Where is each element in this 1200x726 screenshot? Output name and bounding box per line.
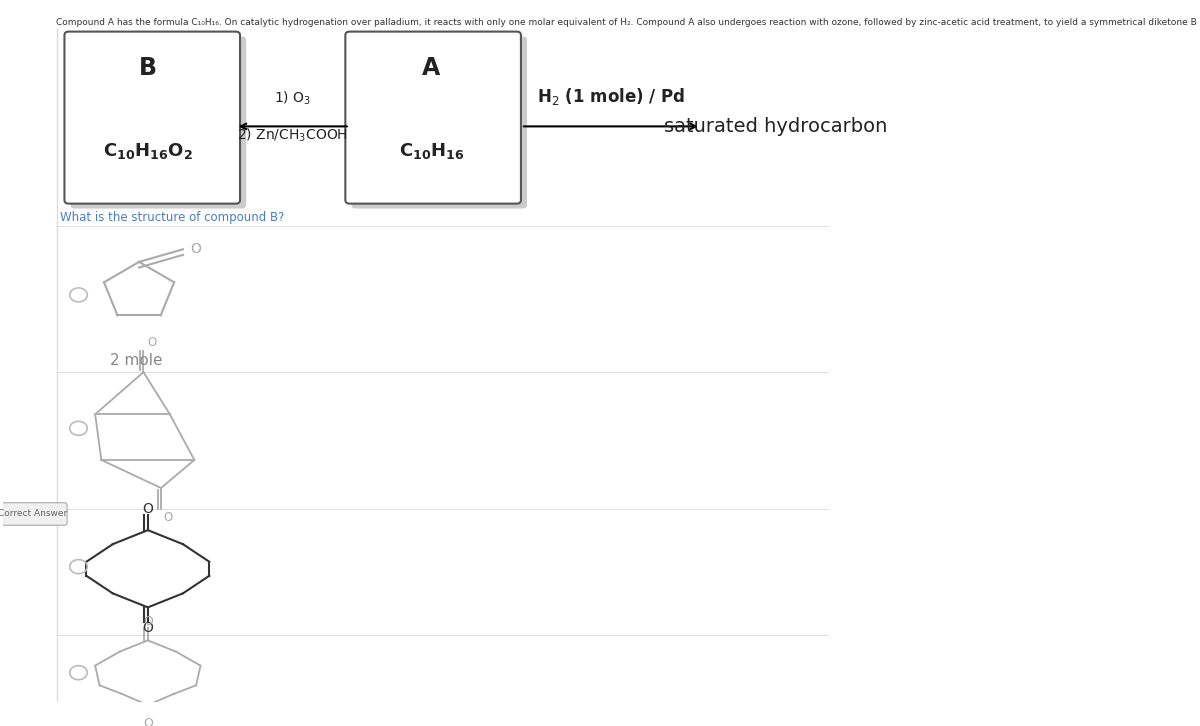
Text: Correct Answer: Correct Answer [0, 510, 67, 518]
Text: O: O [143, 615, 152, 628]
Text: B: B [139, 56, 157, 80]
FancyBboxPatch shape [352, 36, 527, 208]
FancyBboxPatch shape [65, 32, 240, 203]
Text: What is the structure of compound B?: What is the structure of compound B? [60, 211, 284, 224]
Text: saturated hydrocarbon: saturated hydrocarbon [664, 117, 887, 136]
Text: O: O [143, 621, 154, 635]
Text: 1) O$_3$: 1) O$_3$ [274, 89, 311, 107]
Text: 2) Zn/CH$_3$COOH: 2) Zn/CH$_3$COOH [238, 126, 348, 144]
Text: O: O [143, 717, 152, 726]
Text: O: O [148, 336, 157, 349]
Text: $\mathregular{C_{10}H_{16}}$: $\mathregular{C_{10}H_{16}}$ [398, 141, 464, 161]
FancyBboxPatch shape [0, 502, 67, 525]
FancyBboxPatch shape [71, 36, 246, 208]
Text: Compound A has the formula C₁₀H₁₆. On catalytic hydrogenation over palladium, it: Compound A has the formula C₁₀H₁₆. On ca… [55, 17, 1200, 27]
Text: 2 mole: 2 mole [110, 353, 163, 368]
Text: O: O [143, 502, 154, 516]
Text: $\mathregular{C_{10}H_{16}O_2}$: $\mathregular{C_{10}H_{16}O_2}$ [103, 141, 193, 161]
FancyBboxPatch shape [346, 32, 521, 203]
Text: H$_2$ (1 mole) / Pd: H$_2$ (1 mole) / Pd [538, 86, 685, 107]
Text: O: O [163, 511, 173, 524]
Text: O: O [190, 242, 200, 256]
Text: A: A [422, 56, 440, 80]
